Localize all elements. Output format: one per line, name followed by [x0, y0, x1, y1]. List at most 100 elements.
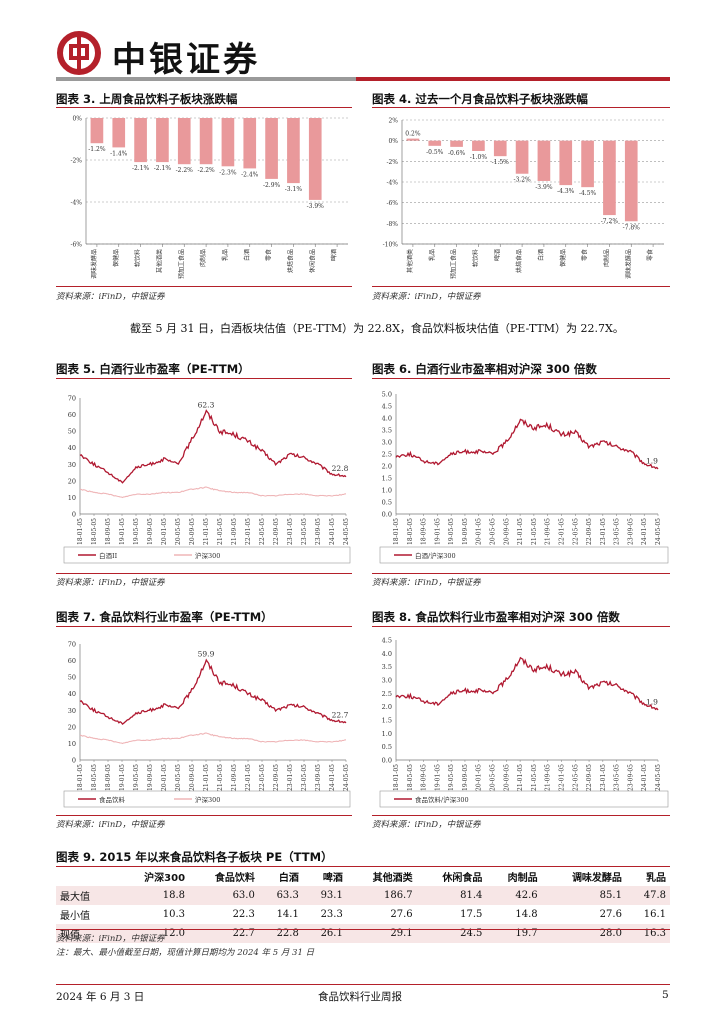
fig5-xtick-label: 23-01-05	[287, 518, 294, 545]
fig8-ytick-label: 3.5	[382, 663, 392, 671]
fig5-ytick-label: 50	[68, 428, 76, 436]
fig7-xtick-label: 21-09-05	[231, 764, 238, 791]
brand-name: 中银证券	[112, 40, 260, 80]
pe-table: 沪深300 食品饮料 白酒 啤酒 其他酒类 休闲食品 肉制品 调味发酵品 乳品 最大值 18.8 6…	[56, 867, 670, 943]
fig6-xtick-label: 22-05-05	[572, 518, 579, 545]
fig7-xtick-label: 24-05-05	[343, 764, 350, 791]
fig4-ytick-label: 2%	[388, 118, 398, 125]
fig3-source-rule	[56, 286, 352, 287]
fig8-xtick-label: 18-05-05	[407, 764, 414, 791]
fig3-xtick-label: 白酒	[243, 249, 251, 261]
fig6-ytick-label: 2.0	[382, 463, 392, 471]
fig8-ytick-label: 4.0	[382, 650, 392, 658]
fig4-value-label: -4.5%	[579, 190, 597, 197]
pe-table-row: 最小值 10.3 22.3 14.1 23.3 27.6 17.5 14.8 27.6 16.1	[56, 905, 670, 924]
pe-table-cell: 16.1	[643, 909, 666, 920]
fig6-xtick-label: 21-09-05	[545, 518, 552, 545]
footer-rule	[56, 984, 670, 985]
fig3-value-label: -2.4%	[241, 171, 259, 178]
fig8-xtick-label: 20-09-05	[503, 764, 510, 791]
fig7-xtick-label: 23-09-05	[315, 764, 322, 791]
fig8-xtick-label: 19-09-05	[462, 764, 469, 791]
fig3-source: 资料来源：iFinD，中银证券	[56, 292, 165, 302]
fig3-value-label: -2.2%	[197, 167, 215, 174]
fig6-source: 资料来源：iFinD，中银证券	[372, 578, 481, 588]
fig4-xtick-label: 其他酒类	[406, 249, 414, 273]
fig7-xtick-label: 19-01-05	[119, 764, 126, 791]
fig6-xtick-label: 20-05-05	[490, 518, 497, 545]
fig4-ytick-label: -2%	[386, 159, 398, 166]
fig4-title-rule	[372, 107, 670, 108]
fig6-xtick-label: 24-05-05	[655, 518, 662, 545]
fig5-source: 资料来源：iFinD，中银证券	[56, 578, 165, 588]
pe-table-cell: 42.6	[486, 886, 542, 905]
fig5-end-label: 22.8	[332, 464, 349, 473]
fig7-source-rule	[56, 815, 352, 816]
pe-table-cell: 47.8	[625, 886, 670, 905]
fig7-legend-label: 食品饮料	[99, 795, 126, 804]
fig3-bar	[221, 118, 235, 167]
fig3-xtick-label: 啤酒	[330, 249, 338, 261]
fig8-ytick-label: 2.5	[382, 690, 392, 698]
fig6-ytick-label: 4.0	[382, 415, 392, 423]
fig6-xtick-label: 18-01-05	[393, 518, 400, 545]
fig6-title-rule	[372, 378, 670, 379]
fig4-bar	[537, 140, 551, 181]
fig6-xtick-label: 21-01-05	[517, 518, 524, 545]
fig5-xtick-label: 18-05-05	[91, 518, 98, 545]
fig5-xtick-label: 21-09-05	[231, 518, 238, 545]
fig7-ytick-label: 30	[68, 707, 76, 715]
fig8-ytick-label: 1.0	[382, 730, 392, 738]
fig3-chart: 0% -2% -4% -6% -1.2% 调味发酵品 -1.4% 保健品 -2.1% 软饮料 -2.…	[70, 116, 348, 279]
fig8-legend-box	[379, 790, 669, 808]
footer-date: 2024 年 6 月 3 日	[56, 991, 145, 1003]
pe-table-cell: 81.4	[416, 886, 487, 905]
fig4-bar	[624, 140, 638, 222]
fig4-xtick-label: 白酒	[537, 249, 545, 261]
fig8-end-label: 1.9	[646, 697, 658, 706]
fig6-xtick-label: 24-01-05	[641, 518, 648, 545]
fig5-xtick-label: 19-09-05	[147, 518, 154, 545]
fig8-xtick-label: 18-01-05	[393, 764, 400, 791]
fig7-title-rule	[56, 626, 352, 627]
fig4-bar	[450, 140, 463, 147]
fig8-xtick-label: 23-01-05	[600, 764, 607, 791]
pe-table-cell: 23.3	[320, 909, 343, 920]
fig7-xtick-label: 19-09-05	[147, 764, 154, 791]
fig6-legend-label: 白酒/沪深300	[415, 551, 456, 560]
fig5-title-rule	[56, 378, 352, 379]
fig5-xtick-label: 22-01-05	[245, 518, 252, 545]
fig7-ytick-label: 60	[68, 657, 76, 665]
fig5-xtick-label: 19-01-05	[119, 518, 126, 545]
fig5-peak-label: 62.3	[198, 400, 215, 409]
footer-report-name: 食品饮料行业周报	[318, 991, 402, 1003]
fig6-end-label: 1.9	[646, 456, 658, 465]
fig7-xtick-label: 18-09-05	[105, 764, 112, 791]
fig7-series-line	[79, 732, 347, 745]
pe-table-cell: 26.1	[302, 924, 347, 943]
pe-table-column-header: 肉制品	[507, 873, 538, 884]
fig8-xtick-label: 22-09-05	[586, 764, 593, 791]
fig7-xtick-label: 18-05-05	[91, 764, 98, 791]
fig3-bar	[287, 118, 300, 184]
fig7-xtick-label: 22-09-05	[273, 764, 280, 791]
pe-table-column-header: 休闲食品	[442, 873, 483, 884]
fig6-xtick-label: 20-09-05	[503, 518, 510, 545]
fig7-ytick-label: 0	[72, 757, 76, 765]
fig5-ytick-label: 30	[68, 461, 76, 469]
fig3-bar	[243, 118, 257, 169]
pe-table-column-header: 沪深300	[144, 873, 186, 884]
header: 中银证券	[0, 0, 724, 88]
footer-page-number: 5	[662, 989, 669, 1001]
fig3-xtick-label: 软饮料	[134, 249, 142, 267]
fig5-legend-label: 白酒II	[99, 551, 118, 560]
pe-table-row-label: 最小值	[60, 911, 90, 922]
fig3-value-label: -2.3%	[219, 169, 237, 176]
fig4-value-label: -7.8%	[623, 224, 641, 231]
fig8-title: 图表 8. 食品饮料行业市盈率相对沪深 300 倍数	[372, 610, 620, 624]
fig4-xtick-label: 烘焙食品	[515, 249, 523, 273]
fig4-xtick-label: 保健品	[559, 249, 567, 267]
pe-table-cell: 17.5	[460, 909, 483, 920]
fig9-source: 资料来源：iFinD，中银证券	[56, 934, 165, 944]
fig6-xtick-label: 18-05-05	[407, 518, 414, 545]
